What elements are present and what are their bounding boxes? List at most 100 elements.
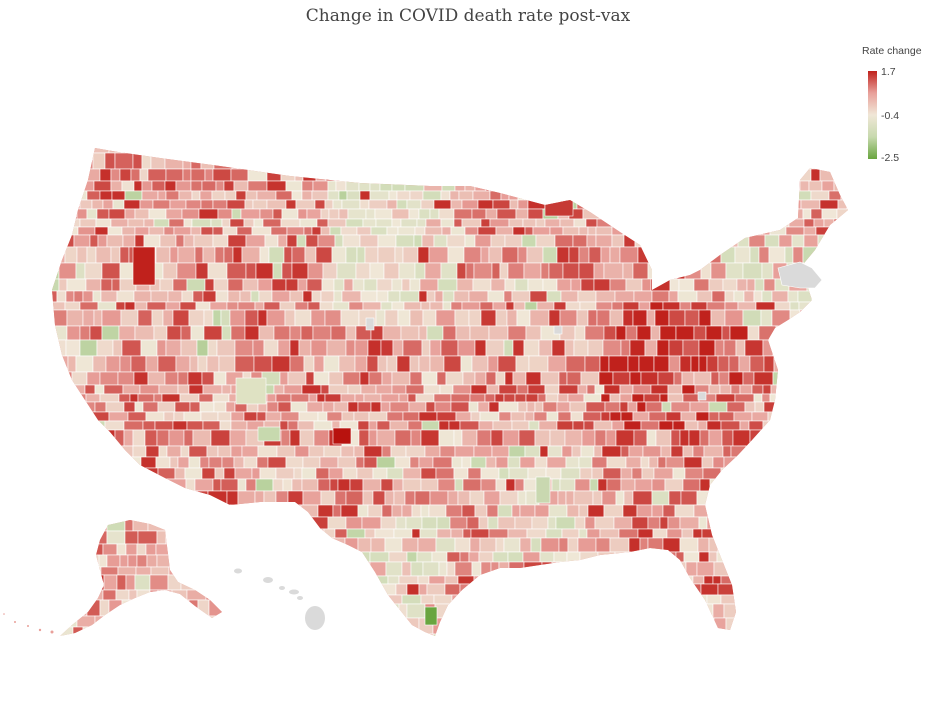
county-cell [418,456,434,469]
county-cell [266,309,286,327]
county-cell [514,478,525,492]
county-cell [803,226,817,236]
county-cell [817,148,837,154]
county-cell [171,589,188,601]
county-cell [585,218,598,228]
county-cell [682,339,700,357]
county-cell [562,262,580,280]
county-cell [381,371,393,386]
county-cell [479,537,497,553]
county-cell [773,355,790,373]
county-cell [223,180,235,192]
county-cell [555,633,566,636]
county-cell [501,246,519,264]
county-cell [338,617,348,635]
county-cell [370,401,382,413]
county-cell [432,633,452,636]
county-cell [671,594,683,605]
county-cell [331,603,344,619]
county-cell [310,633,321,636]
county-cell [301,467,317,480]
county-cell [842,583,848,596]
county-cell [661,401,672,413]
county-cell [446,561,456,577]
county-cell [547,148,567,154]
county-cell [692,575,705,585]
county-cell [389,420,409,431]
county-cell [213,574,222,591]
county-cell [156,530,167,545]
county-cell [477,401,490,413]
county-cell [377,355,388,373]
county-cell [450,617,470,635]
county-cell [810,168,821,182]
county-cell [190,180,203,192]
county-cell [333,148,352,154]
county-cell [188,561,206,577]
county-cell [116,543,127,556]
county-cell [710,262,727,280]
county-cell [750,478,763,492]
county-cell [60,574,74,591]
county-cell [708,429,723,447]
county-cell [455,411,472,422]
county-cell [58,262,77,280]
county-cell [505,478,516,492]
county-cell [212,226,224,236]
county-cell [783,148,801,154]
county-cell [301,384,322,395]
county-cell [52,583,68,596]
county-cell [579,301,597,311]
county-cell [732,516,745,530]
county-cell [681,384,696,395]
county-cell [106,554,121,568]
county-cell [736,278,748,292]
county-cell [280,411,300,422]
county-cell [415,393,435,403]
county-cell [291,246,306,264]
county-cell [515,208,529,220]
county-cell [654,199,669,210]
county-cell [535,575,550,585]
county-cell [664,478,684,492]
county-cell [664,152,680,170]
county-cell [659,393,669,403]
county-cell [495,617,506,635]
county-cell [650,218,663,228]
county-cell [536,301,555,311]
county-cell [241,445,259,458]
county-cell [564,583,574,596]
county-cell [71,371,88,386]
county-cell [334,490,347,506]
county-cell [181,208,200,220]
county-cell [456,262,467,280]
county-cell [213,371,227,386]
county-cell [564,152,582,170]
county-cell [263,339,279,357]
county-cell [81,168,101,182]
county-cell [52,339,67,357]
county-cell [672,420,686,431]
county-cell [69,393,87,403]
county-cell [141,152,152,170]
county-cell [252,528,266,539]
county-cell [619,384,634,395]
county-cell [123,148,138,154]
county-cell [835,478,848,492]
county-cell [130,355,147,373]
county-cell [797,445,810,458]
county-cell [404,490,416,506]
county-cell [659,516,669,530]
county-cell [702,148,714,154]
county-cell [469,537,481,553]
county-cell [602,152,612,170]
county-cell [422,190,442,201]
county-cell [63,635,78,636]
county-cell [184,543,200,556]
county-cell [410,561,424,577]
county-cell [179,520,189,532]
county-cell [289,355,305,373]
county-cell [669,561,679,577]
county-cell [91,456,104,469]
county-cell [708,278,724,292]
